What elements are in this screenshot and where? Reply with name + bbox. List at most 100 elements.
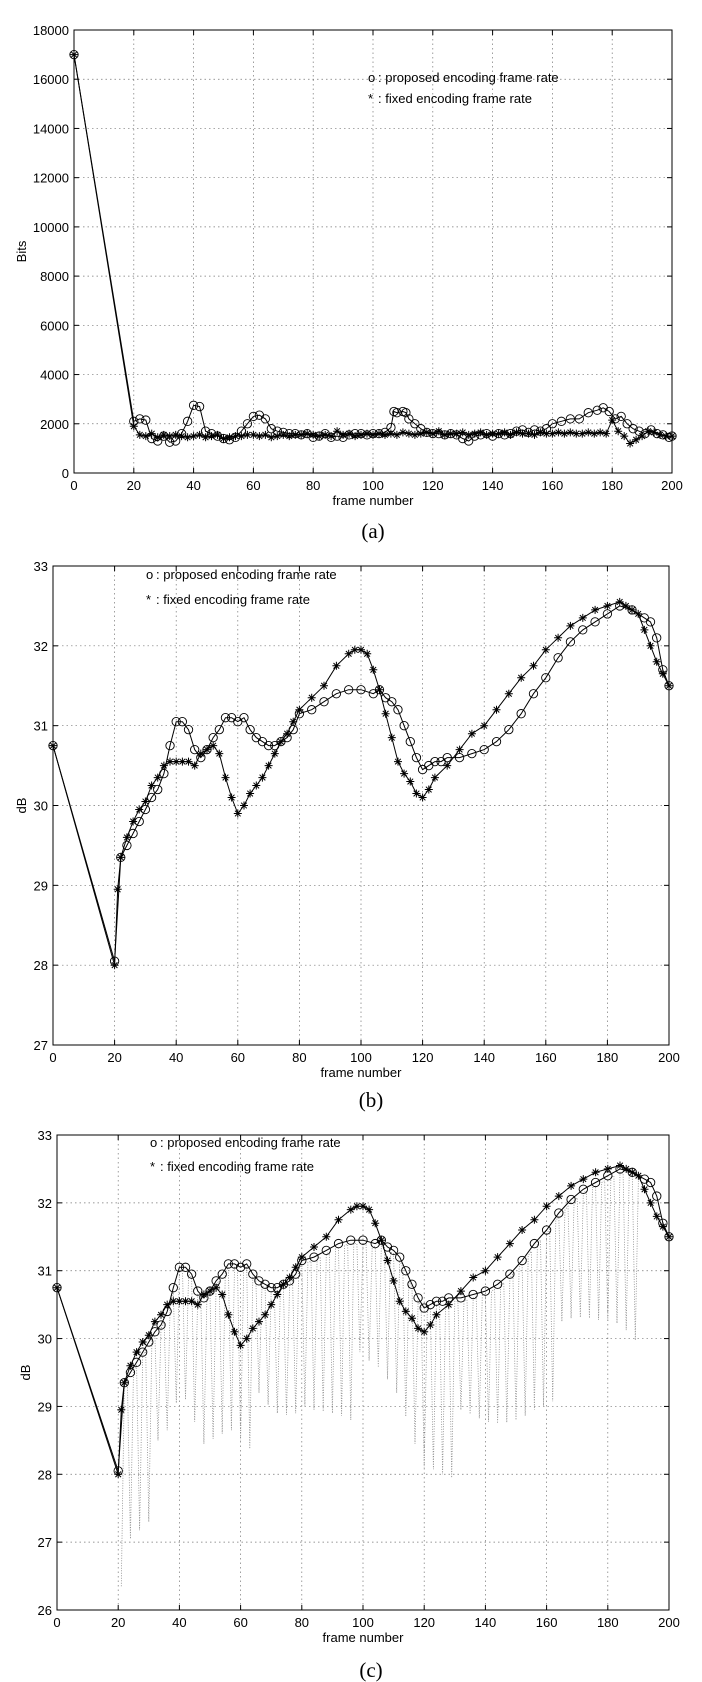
data-point-fixed bbox=[206, 1287, 214, 1296]
data-point-proposed bbox=[622, 419, 632, 429]
y-axis-label: dB bbox=[18, 1365, 33, 1381]
data-point-proposed bbox=[177, 717, 188, 727]
data-point-fixed bbox=[322, 1232, 331, 1241]
data-point-fixed bbox=[646, 641, 655, 650]
data-point-fixed bbox=[536, 428, 545, 437]
data-point-fixed bbox=[524, 429, 533, 438]
data-point-fixed bbox=[339, 430, 348, 439]
data-point-fixed bbox=[327, 432, 336, 441]
data-point-proposed bbox=[616, 411, 626, 422]
data-point-proposed bbox=[566, 1194, 576, 1205]
data-point-fixed bbox=[644, 427, 653, 436]
data-point-fixed bbox=[227, 793, 236, 802]
data-point-fixed bbox=[159, 430, 168, 439]
data-point-fixed bbox=[464, 430, 473, 439]
data-point-fixed bbox=[221, 773, 230, 782]
x-axis-label: frame number bbox=[321, 1065, 403, 1080]
data-point-fixed bbox=[375, 685, 384, 694]
data-point-fixed bbox=[237, 432, 246, 441]
data-point-proposed bbox=[266, 424, 276, 434]
x-tick-label: 100 bbox=[362, 478, 384, 493]
data-point-proposed bbox=[346, 1235, 356, 1245]
data-point-fixed bbox=[406, 777, 415, 786]
data-point-fixed bbox=[383, 1256, 392, 1265]
data-point-fixed bbox=[346, 1205, 355, 1214]
data-point-fixed bbox=[141, 797, 150, 806]
legend: o: proposed encoding frame rate *: fixed … bbox=[146, 567, 337, 607]
data-point-fixed bbox=[494, 429, 503, 438]
data-point-fixed bbox=[566, 428, 575, 437]
y-tick-label: 2000 bbox=[40, 417, 69, 432]
data-point-proposed bbox=[578, 1184, 588, 1194]
data-point-fixed bbox=[596, 428, 605, 437]
data-point-fixed bbox=[359, 1202, 367, 1211]
x-tick-label: 0 bbox=[49, 1050, 56, 1065]
data-point-fixed bbox=[548, 429, 557, 438]
data-point-proposed bbox=[214, 725, 224, 735]
data-point-proposed bbox=[492, 1279, 503, 1289]
chart-panel-b: 0 20 40 60 80 100 120 140 160 180 200 27 28 29 30 31 32 3… bbox=[14, 559, 680, 1080]
data-point-fixed bbox=[285, 1273, 294, 1282]
data-point-fixed bbox=[530, 1215, 539, 1224]
x-tick-label: 40 bbox=[172, 1615, 186, 1630]
data-point-fixed bbox=[400, 769, 409, 778]
legend-entry: : proposed encoding frame rate bbox=[378, 70, 559, 85]
data-point-fixed bbox=[381, 430, 389, 439]
data-point-fixed bbox=[135, 430, 144, 439]
data-point-fixed bbox=[350, 645, 359, 654]
data-point-fixed bbox=[446, 429, 455, 438]
data-point-fixed bbox=[493, 1253, 502, 1262]
data-point-proposed bbox=[430, 756, 440, 767]
data-point-fixed bbox=[242, 1334, 251, 1343]
data-point-proposed bbox=[319, 697, 329, 707]
data-point-fixed bbox=[650, 428, 659, 437]
data-point-fixed bbox=[172, 757, 181, 766]
data-point-fixed bbox=[267, 1300, 276, 1309]
data-point-proposed bbox=[405, 736, 415, 747]
data-point-fixed bbox=[554, 633, 563, 642]
data-point-fixed bbox=[291, 1263, 300, 1272]
data-point-proposed bbox=[652, 633, 662, 643]
data-point-fixed bbox=[203, 745, 211, 754]
data-point-proposed bbox=[541, 673, 551, 683]
data-point-proposed bbox=[425, 1299, 435, 1310]
data-point-fixed bbox=[276, 737, 285, 746]
y-tick-label: 29 bbox=[34, 878, 48, 893]
data-point-fixed bbox=[428, 429, 437, 438]
data-point-fixed bbox=[295, 705, 304, 714]
x-tick-label: 40 bbox=[169, 1050, 183, 1065]
legend-symbol: o bbox=[146, 567, 153, 582]
data-point-proposed bbox=[254, 1276, 264, 1286]
data-point-proposed bbox=[556, 416, 567, 426]
data-point-fixed bbox=[452, 429, 461, 438]
data-point-proposed bbox=[590, 1177, 601, 1188]
data-point-fixed bbox=[122, 833, 131, 842]
data-point-fixed bbox=[455, 745, 464, 754]
data-point-fixed bbox=[381, 709, 390, 718]
data-point-proposed bbox=[505, 1269, 515, 1279]
data-point-proposed bbox=[553, 653, 563, 663]
data-point-proposed bbox=[229, 1259, 240, 1269]
data-point-fixed bbox=[665, 1232, 673, 1241]
x-axis-label: frame number bbox=[323, 1630, 405, 1645]
x-tick-label: 140 bbox=[473, 1050, 495, 1065]
dotted-series-line bbox=[120, 1171, 639, 1587]
data-point-proposed bbox=[356, 685, 366, 695]
data-point-proposed bbox=[401, 1266, 411, 1276]
x-tick-label: 140 bbox=[482, 478, 504, 493]
data-point-proposed bbox=[565, 414, 575, 424]
data-point-fixed bbox=[255, 432, 264, 441]
data-point-proposed bbox=[547, 419, 558, 429]
data-point-fixed bbox=[258, 773, 267, 782]
data-point-proposed bbox=[419, 1303, 429, 1313]
data-point-fixed bbox=[209, 741, 218, 750]
data-point-fixed bbox=[184, 757, 193, 766]
data-point-fixed bbox=[333, 427, 342, 436]
data-point-fixed bbox=[224, 1310, 233, 1319]
data-point-proposed bbox=[628, 424, 638, 434]
data-point-proposed bbox=[263, 740, 274, 751]
legend-symbol: * bbox=[368, 91, 373, 106]
data-point-fixed bbox=[608, 416, 617, 425]
data-point-fixed bbox=[110, 961, 119, 970]
